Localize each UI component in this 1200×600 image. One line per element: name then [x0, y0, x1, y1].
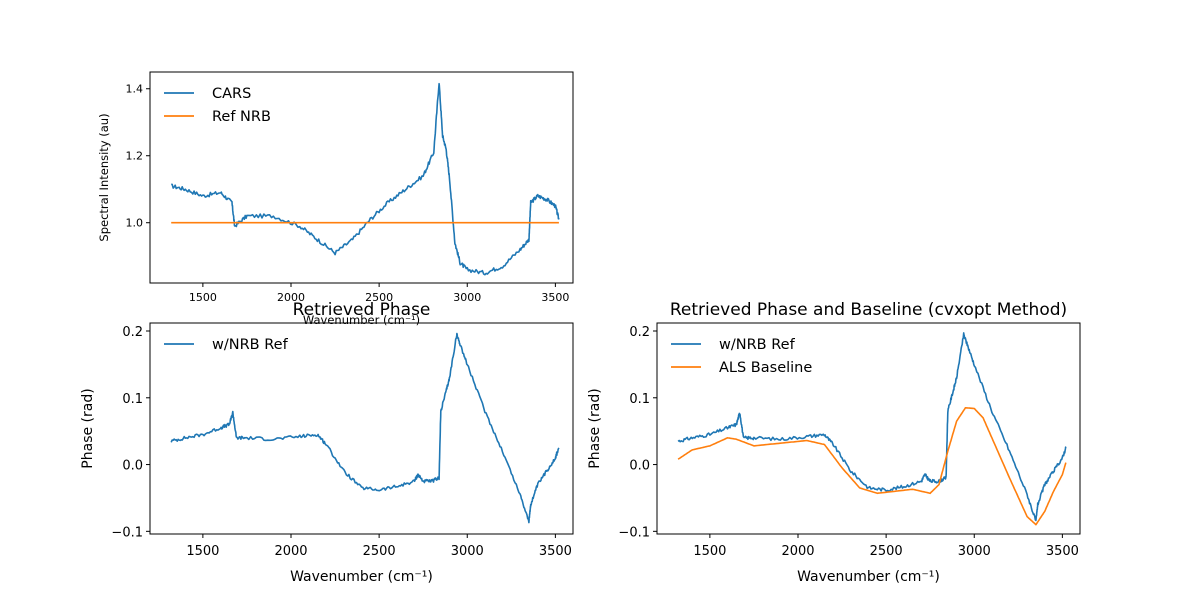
- retrieved-phase-chart: 1500 2000 2500 3000 3500 −0.1 0.0 0.1 0.2 Wavenum…: [80, 300, 574, 585]
- series-line-2: [677, 406, 1067, 526]
- x-axis-label: Wavenumber (cm⁻¹): [290, 569, 433, 585]
- x-tick-label: 2000: [274, 544, 307, 559]
- x-tick-label: 2500: [363, 544, 396, 559]
- plot-frame: [149, 322, 574, 535]
- y-axis-label: Spectral Intensity (au): [97, 113, 111, 241]
- x-tick-label: 3500: [539, 544, 572, 559]
- y-axis-label: Phase (rad): [80, 388, 96, 468]
- x-tick-label: 3000: [958, 544, 991, 559]
- y-tick-label: 1.2: [126, 150, 144, 163]
- chart-title: Retrieved Phase and Baseline (cvxopt Met…: [670, 300, 1067, 320]
- y-tick-label: 0.0: [122, 459, 143, 474]
- y-tick-label: 1.0: [126, 217, 144, 230]
- y-tick-label: 1.4: [126, 83, 144, 96]
- phase-baseline-chart: 1500 2000 2500 3000 3500 −0.1 0.0 0.1 0.2 Wavenum…: [587, 300, 1081, 585]
- y-tick-label: 0.0: [629, 459, 650, 474]
- x-tick-label: 1500: [189, 291, 217, 304]
- x-tick-label: 3500: [541, 291, 569, 304]
- y-tick-label: 0.2: [122, 325, 143, 340]
- legend-entry: ALS Baseline: [719, 360, 812, 376]
- y-tick-label: −0.1: [111, 525, 143, 540]
- x-tick-label: 1500: [186, 544, 219, 559]
- y-tick-label: 0.1: [122, 392, 143, 407]
- y-tick-label: −0.1: [618, 525, 650, 540]
- x-axis-label: Wavenumber (cm⁻¹): [797, 569, 940, 585]
- x-tick-label: 2000: [277, 291, 305, 304]
- series-line-1: [170, 332, 560, 524]
- legend-entry: CARS: [212, 86, 251, 102]
- x-tick-label: 2500: [870, 544, 903, 559]
- y-tick-label: 0.2: [629, 325, 650, 340]
- legend-entry: w/NRB Ref: [212, 337, 289, 353]
- legend-entry: Ref NRB: [212, 109, 271, 125]
- x-tick-label: 3000: [453, 291, 481, 304]
- plot-frame: [656, 322, 1081, 535]
- x-tick-label: 2500: [365, 291, 393, 304]
- y-tick-label: 0.1: [629, 392, 650, 407]
- x-tick-label: 3000: [451, 544, 484, 559]
- plot-frame: [149, 71, 574, 284]
- series-line-1: [677, 332, 1067, 522]
- legend-entry: w/NRB Ref: [719, 337, 796, 353]
- chart-title: Retrieved Phase: [293, 300, 431, 320]
- x-tick-label: 1500: [693, 544, 726, 559]
- x-tick-label: 3500: [1046, 544, 1079, 559]
- x-tick-label: 2000: [781, 544, 814, 559]
- y-axis-label: Phase (rad): [587, 388, 603, 468]
